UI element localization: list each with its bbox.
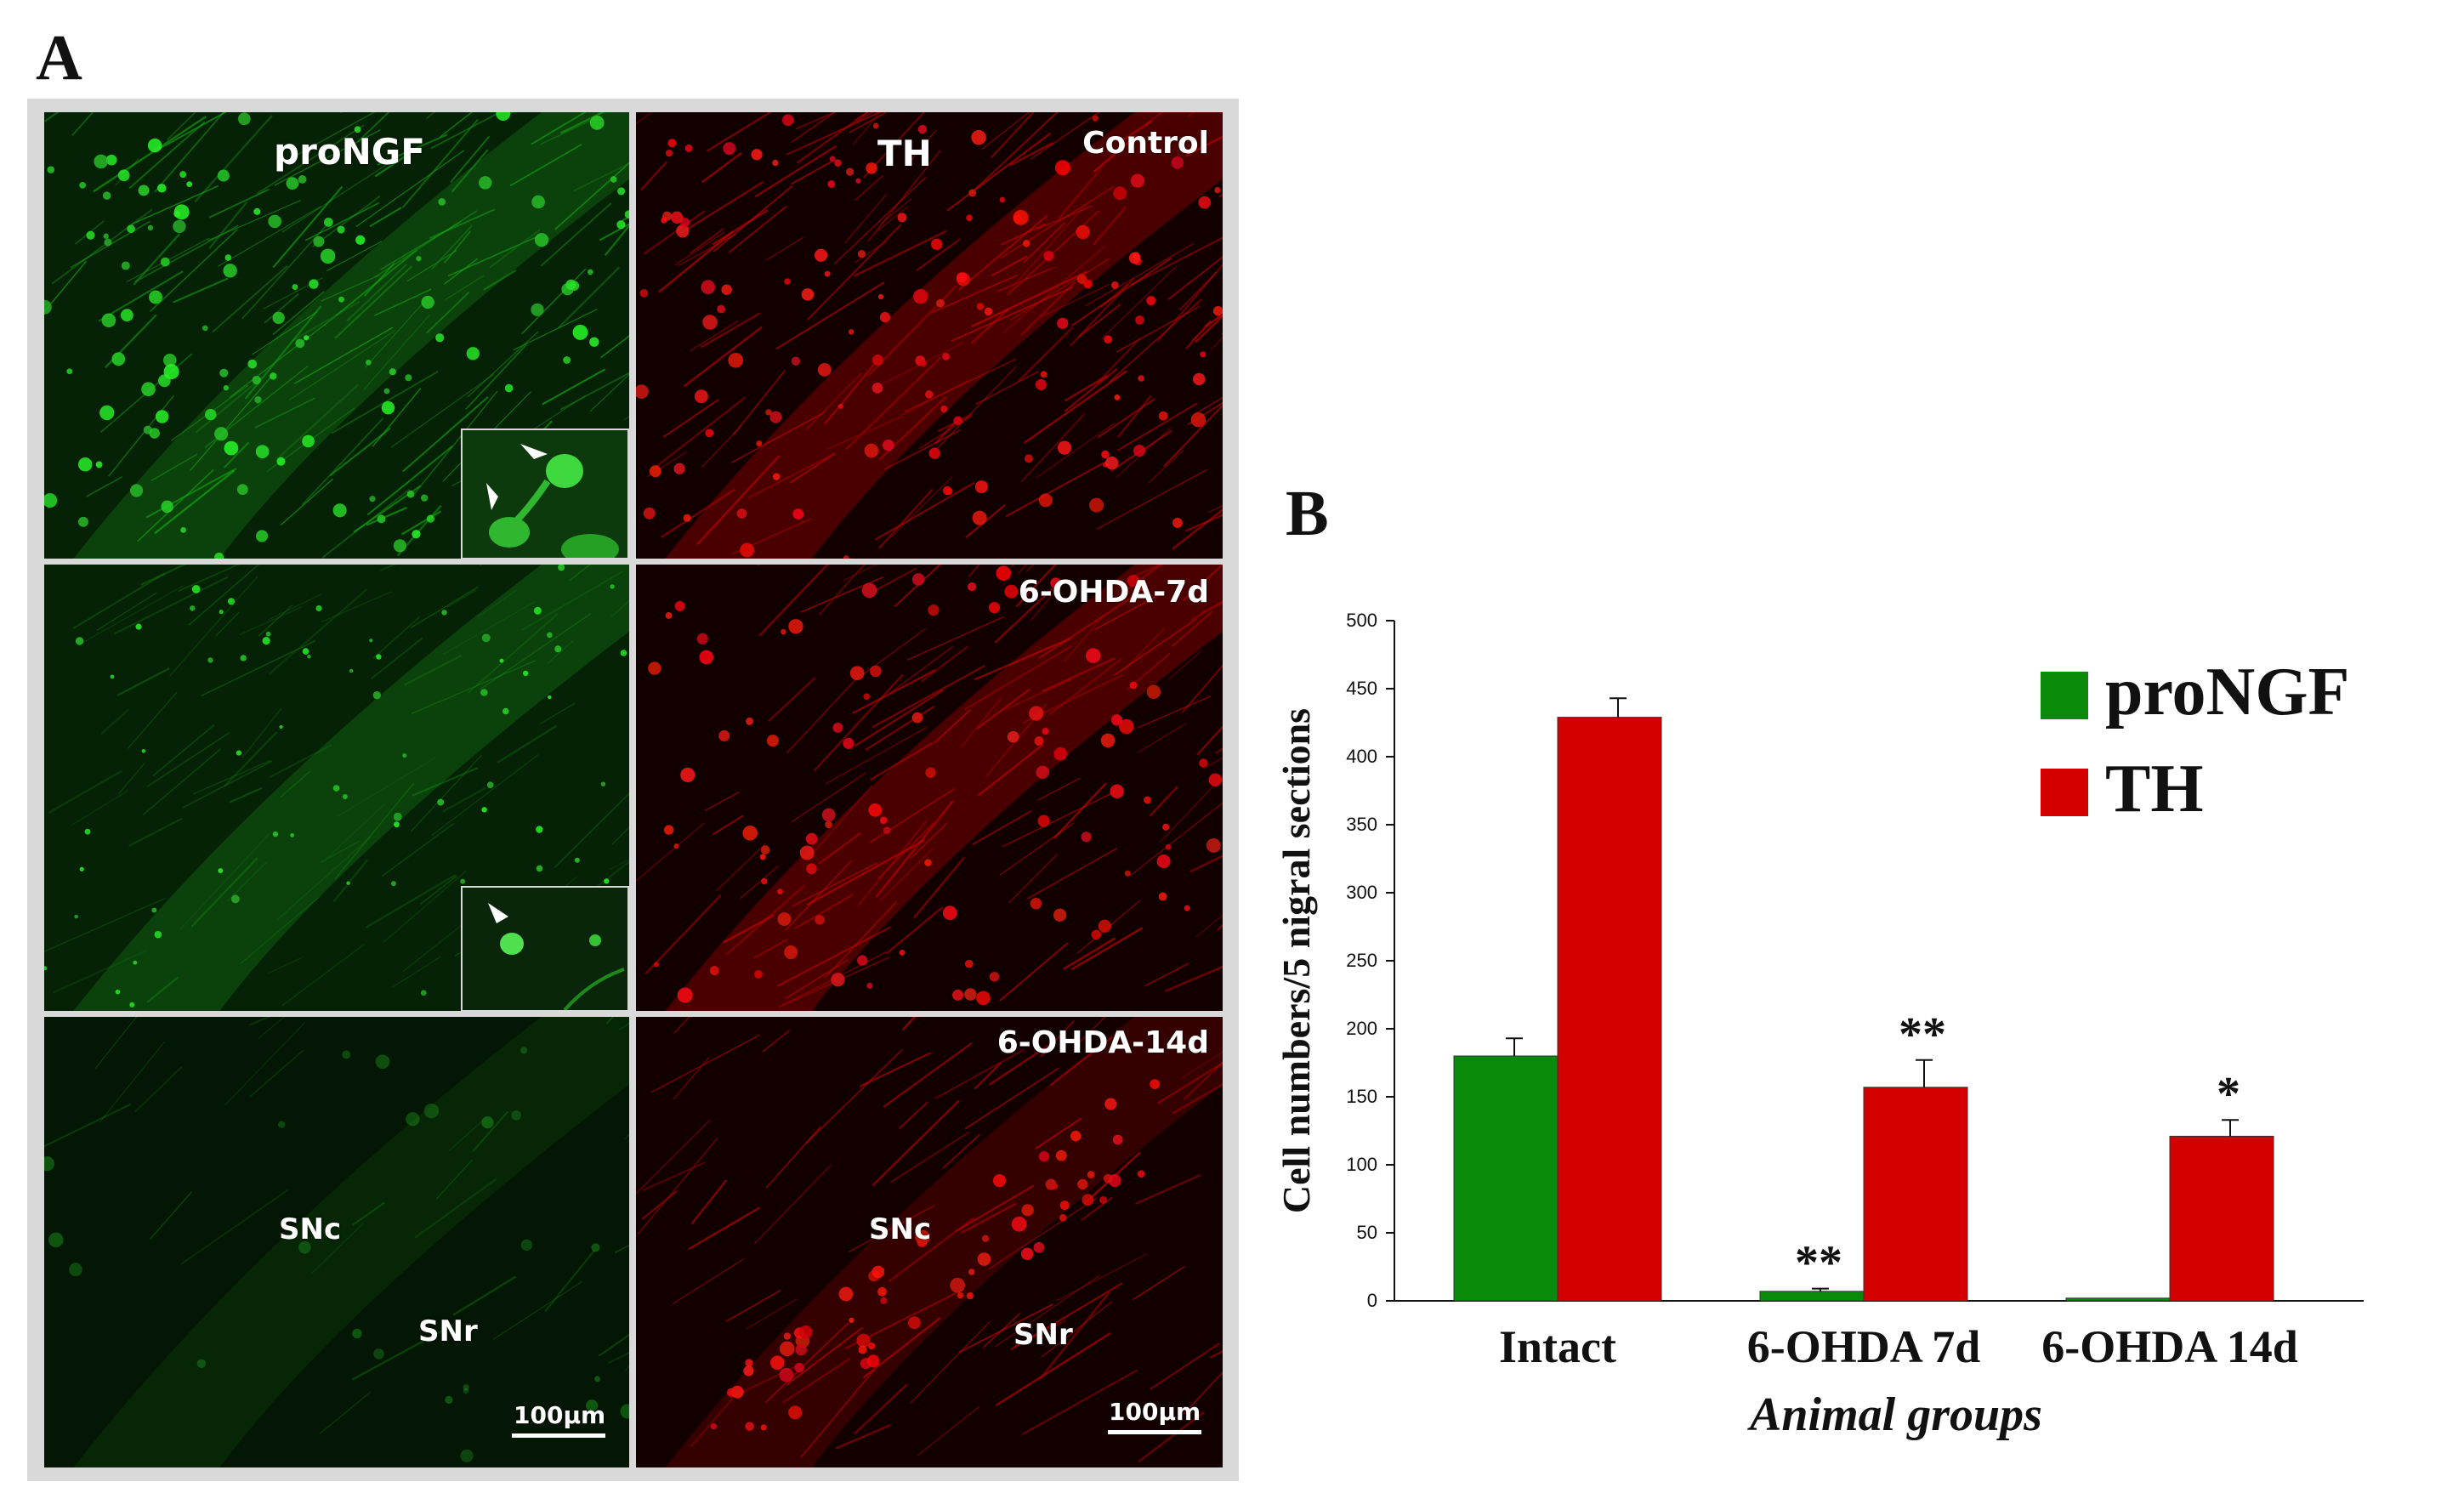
significance-marker: * [2217, 1068, 2240, 1121]
bar-chart: 0 50 100 150 200 250 300 350 400 450 500 Cell numbe… [1275, 610, 2364, 1441]
micrograph-th-7d: 6-OHDA-7d [636, 565, 1223, 1011]
micrograph-grid: proNGF TH Control [27, 99, 1239, 1481]
micrograph-prongf-7d [44, 565, 629, 1011]
y-tick-label: 350 [1346, 814, 1377, 835]
micrograph-prongf-control: proNGF [44, 112, 629, 559]
legend-label-prongf: proNGF [2105, 655, 2349, 729]
micrograph-prongf-14d: SNc SNr 100µm [44, 1017, 629, 1467]
bar-th-0 [1557, 717, 1662, 1302]
scale-bar-label: 100µm [1109, 1398, 1201, 1426]
y-tick-label: 250 [1346, 950, 1377, 971]
panel-a-letter: A [36, 22, 82, 94]
column-label-prongf: proNGF [274, 131, 425, 173]
bar-prongf-0 [1453, 1055, 1558, 1302]
condition-label-7d: 6-OHDA-7d [1018, 575, 1209, 610]
arrowhead-icon [463, 430, 627, 558]
y-tick-label: 500 [1346, 610, 1377, 631]
region-label-snr: SNr [1013, 1318, 1073, 1352]
arrowhead-icon [463, 888, 627, 1010]
region-label-snc: SNc [279, 1212, 342, 1246]
bar-prongf-2 [2065, 1297, 2171, 1302]
x-tick-label: 6-OHDA 7d [1747, 1321, 1981, 1372]
panel-b-letter: B [1286, 478, 1329, 549]
legend-swatch-prongf [2041, 672, 2088, 719]
inset-prongf-7d [461, 886, 629, 1011]
y-tick-label: 0 [1367, 1290, 1377, 1311]
region-label-snc: SNc [869, 1212, 932, 1246]
scale-bar [1108, 1430, 1201, 1434]
y-tick-label: 300 [1346, 882, 1377, 903]
y-tick-label: 50 [1357, 1222, 1377, 1243]
bar-th-2 [2169, 1135, 2274, 1302]
y-tick-label: 150 [1346, 1086, 1377, 1107]
bar-th-1 [1863, 1087, 1968, 1302]
legend-swatch-th [2041, 769, 2088, 816]
y-axis-label: Cell numbers/5 nigral sections [1275, 708, 1318, 1213]
scale-bar-label: 100µm [514, 1401, 606, 1429]
region-label-snr: SNr [418, 1314, 478, 1348]
inset-prongf-control [461, 429, 629, 559]
micrograph-th-14d: 6-OHDA-14d SNc SNr 100µm [636, 1017, 1223, 1467]
y-tick-label: 400 [1346, 746, 1377, 767]
micrograph-th-control: TH Control [636, 112, 1223, 559]
y-tick-label: 450 [1346, 678, 1377, 699]
significance-marker: ** [1795, 1237, 1842, 1290]
condition-label-control: Control [1082, 126, 1209, 161]
x-tick-label: 6-OHDA 14d [2041, 1321, 2298, 1372]
scale-bar [512, 1433, 605, 1438]
y-tick-label: 200 [1346, 1018, 1377, 1039]
column-label-th: TH [877, 133, 932, 174]
condition-label-14d: 6-OHDA-14d [996, 1025, 1209, 1060]
x-tick-label: Intact [1499, 1321, 1616, 1372]
bar-prongf-1 [1759, 1291, 1865, 1302]
legend-label-th: TH [2105, 752, 2204, 826]
significance-marker: ** [1899, 1008, 1946, 1061]
y-tick-label: 100 [1346, 1154, 1377, 1175]
x-axis-label: Animal groups [1747, 1388, 2042, 1441]
